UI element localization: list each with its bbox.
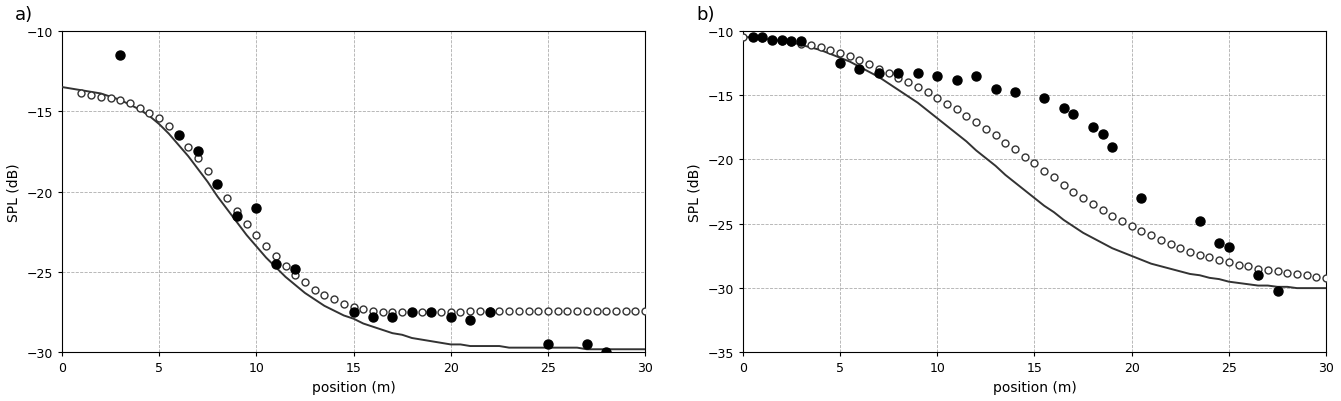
Text: b): b) bbox=[696, 6, 715, 24]
X-axis label: position (m): position (m) bbox=[992, 380, 1077, 394]
Y-axis label: SPL (dB): SPL (dB) bbox=[688, 163, 701, 221]
X-axis label: position (m): position (m) bbox=[311, 380, 396, 394]
Y-axis label: SPL (dB): SPL (dB) bbox=[7, 163, 21, 221]
Text: a): a) bbox=[15, 6, 34, 24]
